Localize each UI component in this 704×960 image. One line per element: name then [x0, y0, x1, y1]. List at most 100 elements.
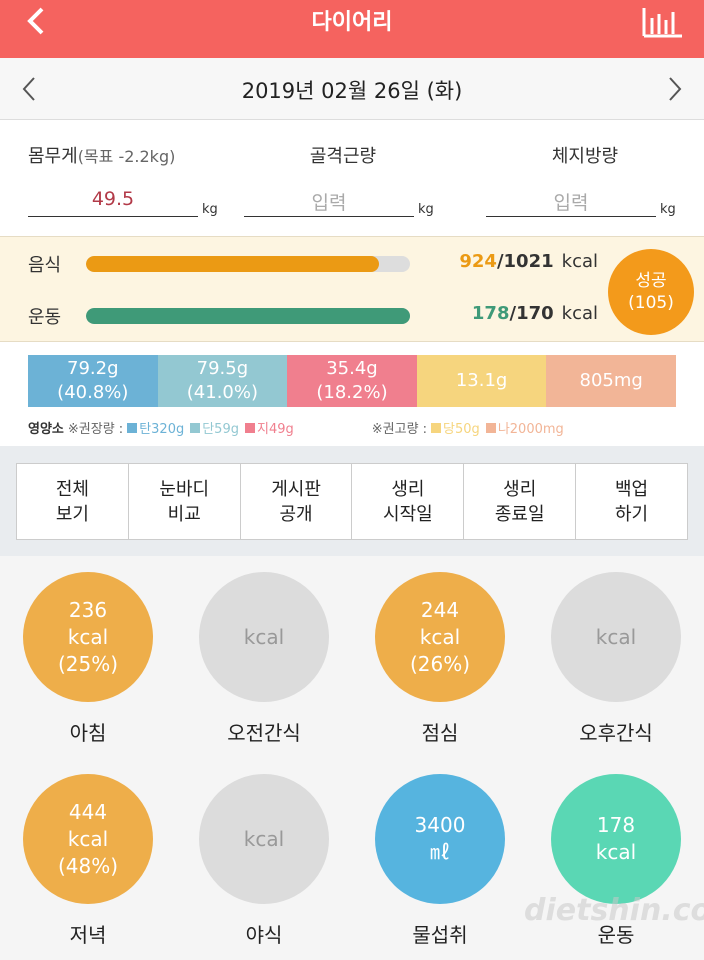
- meals: 236 kcal (25%) 아침 kcal 오전간식 244 kcal (26%) 점심 kcal…: [0, 556, 704, 960]
- progress-track: [86, 256, 410, 272]
- nutrient-bar: 79.2g (40.8%) 79.5g (41.0%) 35.4g (18.2%) 13.1…: [28, 355, 676, 407]
- meal-circle[interactable]: 444 kcal (48%): [23, 774, 153, 904]
- legend-swatch: [127, 423, 138, 433]
- menu-text: 공개: [279, 503, 313, 525]
- meal-value: 178: [596, 813, 636, 837]
- nutrient-segment: 805mg: [546, 355, 676, 407]
- progress-value: 178: [471, 303, 510, 324]
- menu-text: 백업: [614, 478, 649, 500]
- nutrient-text: (40.8%): [57, 382, 129, 403]
- body-stats: 몸무게(목표 -2.2kg) 49.5 kg 골격근량 입력 kg 체지방량 입력 kg: [0, 120, 704, 236]
- progress-bar: [86, 308, 410, 324]
- nutrient-segment: 79.2g (40.8%): [28, 355, 158, 407]
- legend-swatch: [485, 423, 496, 433]
- meal-circle[interactable]: kcal: [551, 572, 681, 702]
- stat-label: 골격근량: [244, 142, 442, 168]
- legend-item: 탄320g: [139, 422, 185, 437]
- meal-value: 444: [68, 799, 108, 824]
- next-date[interactable]: [664, 75, 684, 103]
- legend-label: ※권고량 :: [371, 422, 428, 437]
- meal-circle[interactable]: kcal: [199, 774, 329, 904]
- meal-value: ㎖: [430, 840, 450, 864]
- header: 다이어리: [0, 0, 704, 58]
- nutrient-text: 805mg: [579, 370, 643, 391]
- stat-name: 체지방량: [551, 146, 619, 167]
- nutrient-text: 13.1g: [455, 370, 508, 391]
- progress-goal: 170: [516, 303, 554, 324]
- nutrient-segment: 13.1g: [416, 355, 547, 407]
- meal-circle[interactable]: 236 kcal (25%): [23, 572, 153, 702]
- meal-label: 야식: [245, 923, 283, 947]
- meal-value: kcal: [67, 826, 109, 851]
- progress-value: 924: [459, 251, 497, 272]
- prev-date[interactable]: [20, 75, 40, 103]
- legend-item: 단59g: [202, 422, 239, 437]
- menu-text: 게시판: [271, 478, 321, 500]
- date-nav: 2019년 02월 26일 (화): [0, 58, 704, 120]
- meal-value: (25%): [57, 651, 119, 676]
- meal-label: 오후간식: [579, 721, 653, 745]
- nutrient-segment: 35.4g (18.2%): [287, 355, 417, 407]
- stat-unit: kg: [660, 202, 676, 217]
- nutrient-text: (41.0%): [186, 382, 258, 403]
- meal-value: kcal: [67, 624, 109, 649]
- menu-text: 생리: [503, 478, 537, 500]
- nutrient-legend: 영양소 ※권장량 : 탄320g 단59g 지49g ※권고량 : 당50g 나2000mg: [28, 418, 688, 437]
- stat-unit: kg: [418, 202, 434, 217]
- menu-area: 전체 보기 눈바디 비교 게시판 공개 생리 시작일 생리 종료일 백업 하기: [0, 446, 704, 556]
- meal-value: (26%): [409, 651, 471, 676]
- stat-label: 체지방량: [486, 142, 684, 168]
- stat-label: 몸무게(목표 -2.2kg): [28, 142, 268, 168]
- legend-title: 영양소: [28, 422, 64, 437]
- meal-label: 오전간식: [227, 721, 301, 745]
- stat-input: 49.5: [28, 188, 198, 217]
- menu-button[interactable]: 생리 시작일: [351, 464, 463, 539]
- meal-circle[interactable]: 178 kcal: [551, 774, 681, 904]
- legend-swatch: [244, 423, 255, 433]
- stats-button[interactable]: [640, 4, 684, 40]
- meal-circle[interactable]: 3400 ㎖: [375, 774, 505, 904]
- meal-circle[interactable]: kcal: [199, 572, 329, 702]
- meal-value: (48%): [57, 853, 119, 878]
- nutrients: 79.2g (40.8%) 79.5g (41.0%) 35.4g (18.2%) 13.1…: [0, 342, 704, 446]
- progress-label: 음식: [28, 255, 62, 276]
- progress-separator: /: [509, 303, 517, 324]
- meal-value: kcal: [419, 624, 461, 649]
- menu-text: 보기: [55, 503, 89, 525]
- progress-text: 178/170 kcal: [472, 303, 598, 324]
- stat-name: 골격근량: [309, 146, 377, 167]
- legend-item: 당50g: [443, 422, 480, 437]
- progress-bar: [86, 256, 380, 272]
- meal-value: kcal: [595, 624, 637, 649]
- stat-input: 입력: [486, 188, 656, 217]
- watermark: dietshin.com: [524, 893, 704, 928]
- back-button[interactable]: [22, 6, 52, 36]
- meal-label: 점심: [421, 721, 459, 745]
- date-label: 2019년 02월 26일 (화): [241, 79, 463, 103]
- legend-item: 나2000mg: [497, 422, 564, 437]
- progress-separator: /: [496, 251, 504, 272]
- header-title: 다이어리: [311, 10, 393, 35]
- menu-text: 눈바디: [159, 478, 210, 500]
- meal-label: 아침: [69, 721, 107, 745]
- menu-button[interactable]: 백업 하기: [575, 464, 687, 539]
- progress-label: 운동: [28, 307, 62, 328]
- menu-text: 종료일: [494, 503, 545, 525]
- meal-value: kcal: [243, 624, 285, 649]
- menu-text: 비교: [167, 503, 201, 525]
- success-badge: 성공 (105): [608, 249, 694, 335]
- meal-label: 물섭취: [412, 923, 468, 947]
- progress-text: 924/1021 kcal: [459, 251, 598, 272]
- menu-text: 생리: [391, 478, 425, 500]
- menu-text: 전체: [55, 478, 89, 500]
- progress-unit: kcal: [561, 303, 598, 324]
- progress-track: [86, 308, 410, 324]
- meal-circle[interactable]: 244 kcal (26%): [375, 572, 505, 702]
- meal-value: 244: [420, 597, 460, 622]
- legend-swatch: [190, 423, 201, 433]
- legend-item: 지49g: [256, 422, 294, 437]
